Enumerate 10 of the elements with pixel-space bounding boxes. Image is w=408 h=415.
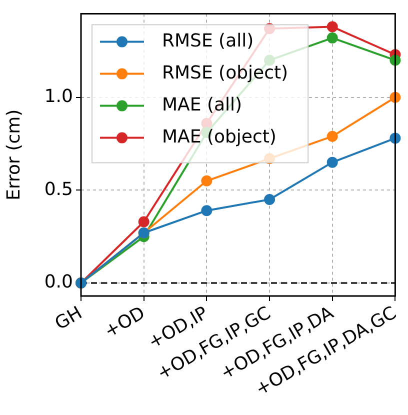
legend-label: MAE (all) <box>162 94 242 116</box>
y-tick-label: 0.5 <box>44 178 73 200</box>
legend-label: RMSE (object) <box>162 62 288 84</box>
y-tick-label: 1.0 <box>44 86 73 108</box>
x-tick-label: +OD <box>100 302 149 342</box>
legend-label: RMSE (all) <box>162 30 254 52</box>
x-tick-label: GH <box>52 302 86 334</box>
y-axis-title: Error (cm) <box>3 109 24 200</box>
legend-label: MAE (object) <box>162 126 276 148</box>
y-tick-label: 0.0 <box>44 272 73 293</box>
